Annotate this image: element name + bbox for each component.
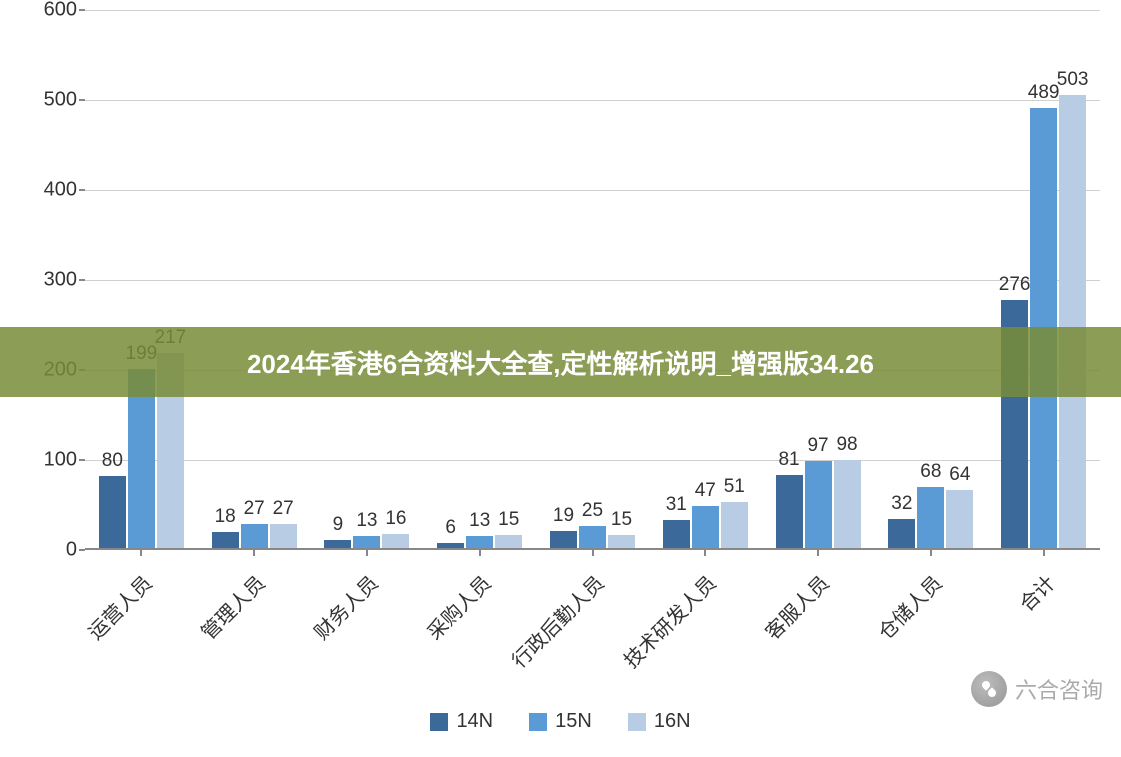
wechat-icon — [971, 671, 1007, 707]
bar-group: 276489503 — [1001, 95, 1086, 548]
legend-label: 14N — [456, 710, 493, 733]
bar: 13 — [353, 536, 380, 548]
bar-group: 61315 — [437, 535, 522, 549]
legend-item: 14N — [430, 710, 493, 733]
bar: 13 — [466, 536, 493, 548]
legend: 14N 15N 16N — [0, 710, 1121, 737]
x-axis: 运营人员管理人员财务人员采购人员行政后勤人员技术研发人员客服人员仓储人员合计 — [85, 550, 1100, 670]
bar-value-label: 64 — [949, 464, 970, 486]
bar-value-label: 19 — [553, 505, 574, 527]
bar-value-label: 13 — [469, 510, 490, 532]
legend-item: 16N — [628, 710, 691, 733]
bar: 16 — [382, 534, 409, 548]
x-tick-label: 财务人员 — [306, 568, 383, 645]
bar: 18 — [212, 532, 239, 548]
bar-value-label: 15 — [498, 509, 519, 531]
grid-line — [85, 460, 1100, 461]
y-axis: 0100200300400500600 — [40, 10, 85, 550]
bar: 31 — [663, 520, 690, 548]
bar-group: 91316 — [324, 534, 409, 548]
x-tick-label: 技术研发人员 — [616, 568, 721, 673]
bar-value-label: 6 — [445, 517, 456, 539]
bar-value-label: 51 — [724, 476, 745, 498]
bar: 51 — [721, 502, 748, 548]
bar: 47 — [692, 506, 719, 548]
legend-swatch — [628, 713, 646, 731]
x-tick-label: 行政后勤人员 — [504, 568, 609, 673]
legend-swatch — [430, 713, 448, 731]
grid-line — [85, 280, 1100, 281]
bar-value-label: 27 — [244, 498, 265, 520]
watermark: 六合咨询 — [971, 671, 1103, 707]
x-tick-label: 管理人员 — [194, 568, 271, 645]
bar-value-label: 98 — [836, 434, 857, 456]
overlay-banner: 2024年香港6合资料大全查,定性解析说明_增强版34.26 — [0, 327, 1121, 397]
legend-label: 16N — [654, 710, 691, 733]
x-tick-label: 采购人员 — [419, 568, 496, 645]
bar: 9 — [324, 540, 351, 548]
x-tick-label: 客服人员 — [757, 568, 834, 645]
bar-value-label: 276 — [999, 274, 1031, 296]
y-tick-label: 0 — [66, 539, 77, 562]
bar-value-label: 31 — [666, 494, 687, 516]
y-tick-label: 400 — [44, 179, 77, 202]
bar: 15 — [495, 535, 522, 549]
legend-item: 15N — [529, 710, 592, 733]
bar: 64 — [946, 490, 973, 548]
bar-value-label: 68 — [920, 461, 941, 483]
bar-group: 192515 — [550, 526, 635, 549]
bar: 81 — [776, 475, 803, 548]
banner-text: 2024年香港6合资料大全查,定性解析说明_增强版34.26 — [247, 344, 874, 381]
bar-value-label: 18 — [215, 506, 236, 528]
bar-value-label: 47 — [695, 480, 716, 502]
grid-line — [85, 10, 1100, 11]
bar: 25 — [579, 526, 606, 549]
bar-value-label: 25 — [582, 500, 603, 522]
bar: 19 — [550, 531, 577, 548]
bar-group: 819798 — [776, 460, 861, 548]
bar: 27 — [241, 524, 268, 548]
y-tick-label: 500 — [44, 89, 77, 112]
bar-group: 314751 — [663, 502, 748, 548]
bar-value-label: 9 — [333, 514, 344, 536]
x-tick-label: 运营人员 — [81, 568, 158, 645]
bar: 15 — [608, 535, 635, 549]
bar-value-label: 32 — [891, 493, 912, 515]
bar: 68 — [917, 487, 944, 548]
y-tick-label: 600 — [44, 0, 77, 22]
bar: 6 — [437, 543, 464, 548]
bar-value-label: 489 — [1028, 82, 1060, 104]
bar-value-label: 81 — [778, 449, 799, 471]
bar-value-label: 13 — [356, 510, 377, 532]
bar-value-label: 16 — [385, 508, 406, 530]
legend-label: 15N — [555, 710, 592, 733]
watermark-text: 六合咨询 — [1015, 673, 1103, 705]
y-tick-label: 100 — [44, 449, 77, 472]
bar-group: 182727 — [212, 524, 297, 548]
bar-value-label: 80 — [102, 450, 123, 472]
x-tick-label: 合计 — [1011, 568, 1060, 617]
plot-area: 8019921718272791316613151925153147518197… — [85, 10, 1100, 550]
bar: 32 — [888, 519, 915, 548]
grid-line — [85, 100, 1100, 101]
bar-group: 326864 — [888, 487, 973, 548]
legend-swatch — [529, 713, 547, 731]
bar: 503 — [1059, 95, 1086, 548]
chart-container: 0100200300400500600 80199217182727913166… — [40, 10, 1100, 570]
bar: 97 — [805, 461, 832, 548]
grid-line — [85, 190, 1100, 191]
bar-value-label: 97 — [807, 435, 828, 457]
y-tick-label: 300 — [44, 269, 77, 292]
bar: 27 — [270, 524, 297, 548]
bar-value-label: 15 — [611, 509, 632, 531]
bar: 80 — [99, 476, 126, 548]
x-tick-label: 仓储人员 — [870, 568, 947, 645]
bar-value-label: 27 — [273, 498, 294, 520]
bar-value-label: 503 — [1057, 69, 1089, 91]
bar: 98 — [834, 460, 861, 548]
